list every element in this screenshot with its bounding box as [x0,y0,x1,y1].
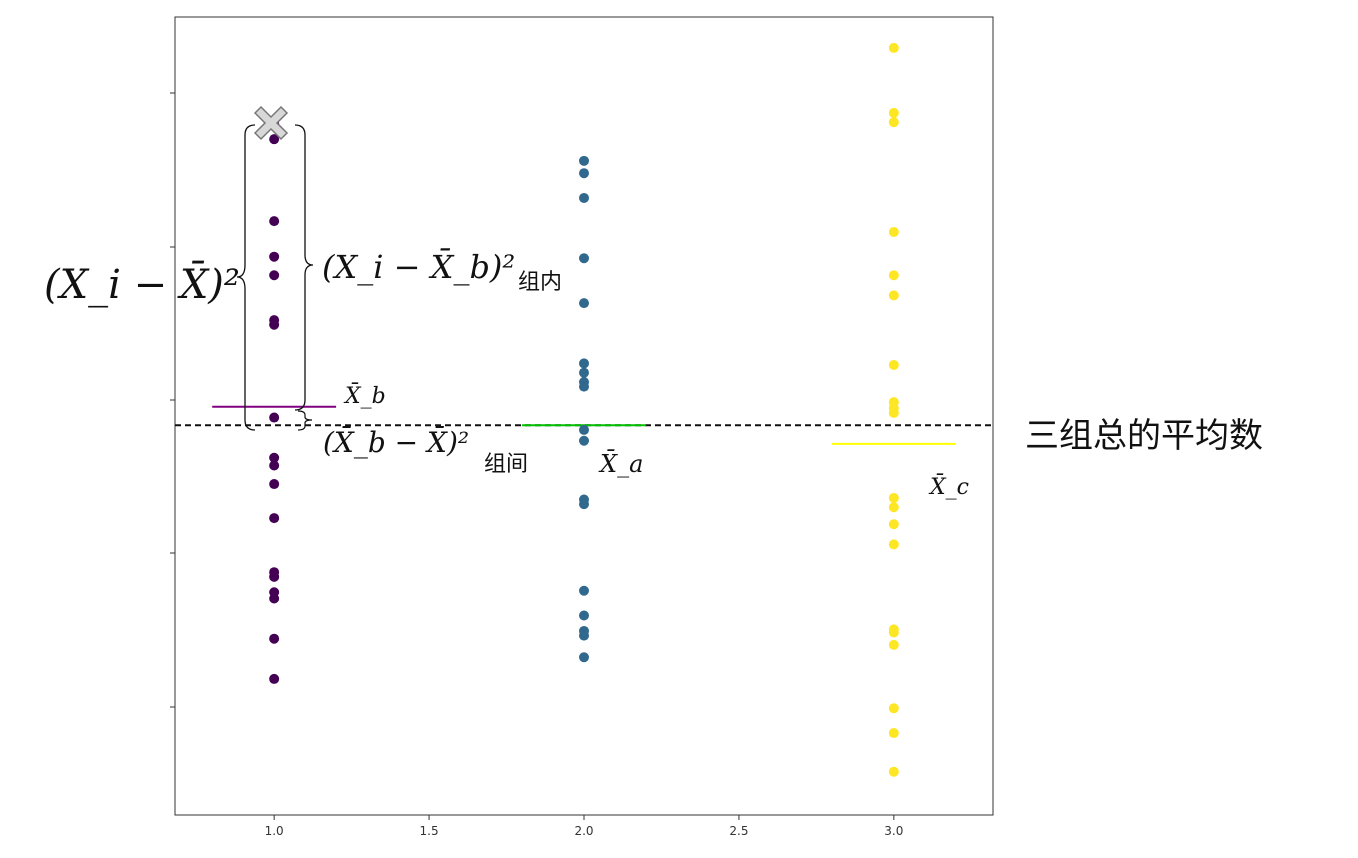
data-point [888,492,899,503]
data-point [888,270,899,281]
data-point [888,359,899,370]
x-tick-label: 3.0 [884,824,903,838]
data-point [269,412,280,423]
data-point [579,585,589,596]
x-tick-label: 2.5 [729,824,748,838]
data-point [888,407,899,418]
data-point [579,435,589,446]
data-point [269,673,280,684]
data-point [579,298,589,309]
plot-frame [174,16,994,816]
data-point [888,117,899,128]
data-point [579,381,589,392]
data-point [269,571,280,582]
y-ticks [170,92,175,708]
data-point [579,367,589,378]
data-point [888,539,899,550]
x-tick-label: 2.0 [574,824,593,838]
between-deviation-formula: (X̄_b − X̄)² [323,425,469,459]
data-point [269,319,280,330]
between-label: 组间 [484,452,528,477]
data-point [579,358,589,369]
data-point [579,630,589,641]
data-point [579,610,589,621]
data-point [888,107,899,118]
data-point [888,42,899,53]
x-tick-label: 1.0 [265,824,284,838]
data-point [888,290,899,301]
data-point [888,703,899,714]
total-deviation-brace [236,124,256,431]
data-point [269,593,280,604]
data-point [888,502,899,513]
data-point [579,499,589,510]
data-point [888,226,899,237]
mean-a-label: X̄_a [598,450,643,478]
data-point [579,253,589,264]
data-points [269,42,899,777]
data-point [579,652,589,663]
data-point [269,633,280,644]
data-point [269,513,280,524]
data-point [888,639,899,650]
between-deviation-brace [297,410,313,431]
data-point [269,270,280,281]
data-point [269,134,280,145]
data-point [269,460,280,471]
data-point [579,192,589,203]
within-deviation-formula: (X_i − X̄_b)² [322,248,515,286]
data-point [888,627,899,638]
x-axis-ticks: 1.0 1.5 2.0 2.5 3.0 [265,815,903,838]
data-point [579,155,589,166]
mean-b-label: X̄_b [343,382,386,409]
data-point [269,452,280,463]
data-point [888,519,899,530]
data-point [269,216,280,227]
data-point [269,251,280,262]
highlighted-point-x-icon [253,105,289,141]
data-point [888,766,899,777]
data-point [269,479,280,490]
total-deviation-formula: (X_i − X̄)² [44,261,240,308]
data-point [579,424,589,435]
data-point [888,728,899,739]
mean-c-label: X̄_c [928,473,969,500]
data-point [579,168,589,179]
within-label: 组内 [518,270,562,295]
within-deviation-brace [294,124,314,411]
x-tick-label: 1.5 [420,824,439,838]
grand-mean-label: 三组总的平均数 [1025,416,1263,456]
